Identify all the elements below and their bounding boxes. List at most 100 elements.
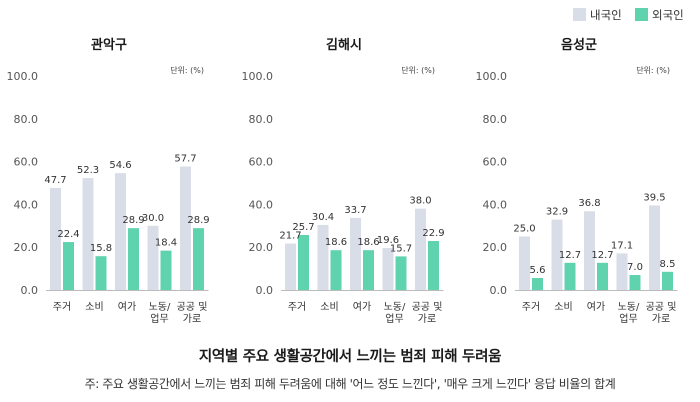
chart-0-value-label-foreign: 15.8 [90,243,112,254]
chart-1-xtick-label: 공공 및 가로 [412,301,443,325]
chart-2-value-label-foreign: 5.6 [530,265,546,276]
chart-2-value-label-foreign: 8.5 [660,259,676,270]
chart-1-ytick-label: 100.0 [242,70,274,83]
chart-1-title: 김해시 [326,37,362,53]
chart-2-xtick-label: 소비 [554,301,572,313]
chart-2-ytick-label: 80.0 [483,113,508,126]
chart-1-value-label-foreign: 18.6 [357,237,379,248]
chart-2-ytick-label: 40.0 [483,198,508,211]
chart-2-ytick-label: 20.0 [483,241,508,254]
chart-0-value-label-domestic: 30.0 [142,213,164,224]
figure-title: 지역별 주요 생활공간에서 느끼는 범죄 피해 두려움 [198,349,502,365]
chart-1-bar-domestic [285,243,296,290]
chart-2-xtick-label: 공공 및 가로 [646,301,677,325]
chart-1-bar-foreign [395,256,407,290]
chart-1-value-label-foreign: 18.6 [325,237,347,248]
chart-0-bar-domestic [50,187,61,290]
chart-0-title: 관악구 [91,37,127,53]
chart-1-value-label-domestic: 19.6 [377,235,399,246]
chart-2-xtick-label: 주거 [522,301,540,313]
chart-1-bar-domestic [415,208,426,290]
chart-0-xtick-label: 소비 [85,301,103,313]
chart-2-unit-label: 단위: (%) [636,65,670,75]
chart-1-unit-label: 단위: (%) [401,65,435,75]
chart-2-bar-foreign [532,278,543,290]
chart-0-xtick-label: 노동/업무 [149,301,171,325]
chart-1-bar-domestic [350,217,361,290]
chart-1-ytick-label: 0.0 [256,284,274,297]
chart-2-value-label-foreign: 12.7 [591,250,613,261]
chart-2-xtick-label: 노동/업무 [618,301,640,325]
chart-0-ytick-label: 0.0 [21,284,39,297]
chart-2-bar-foreign [597,262,608,290]
chart-1-value-label-foreign: 22.9 [422,228,444,239]
chart-0-xtick-label: 주거 [53,301,71,313]
chart-1-value-label-domestic: 38.0 [409,196,431,207]
chart-2-value-label-domestic: 17.1 [611,240,633,251]
chart-0-value-label-foreign: 28.9 [187,215,209,226]
chart-2-ytick-label: 100.0 [476,70,508,83]
chart-0-ytick-label: 40.0 [14,198,39,211]
chart-0-bar-foreign [160,250,172,290]
chart-0-bar-domestic [115,173,126,290]
chart-2-bar-domestic [551,219,563,290]
chart-0-xtick-label: 공공 및 가로 [177,301,208,325]
chart-1-value-label-foreign: 15.7 [390,243,412,254]
chart-2-bar-domestic [584,211,595,290]
chart-2-bar-foreign [629,275,641,290]
chart-2-bar-foreign [564,262,576,290]
chart-0-bar-foreign [95,256,107,290]
chart-1-value-label-domestic: 30.4 [312,212,334,223]
chart-0-unit-label: 단위: (%) [170,65,204,75]
chart-2-bar-domestic [519,236,530,290]
chart-2-value-label-domestic: 36.8 [578,198,600,209]
chart-0-ytick-label: 60.0 [14,156,39,169]
chart-1-bar-foreign [330,250,342,290]
chart-0-ytick-label: 20.0 [14,241,39,254]
chart-1-bar-foreign [428,240,439,290]
chart-0-bar-domestic [82,178,94,290]
chart-2-value-label-foreign: 12.7 [559,250,581,261]
legend-swatch-domestic [573,8,586,21]
chart-2-ytick-label: 60.0 [483,156,508,169]
legend-swatch-foreign [635,8,648,21]
chart-0-ytick-label: 80.0 [14,113,39,126]
chart-2-value-label-domestic: 32.9 [546,207,568,218]
chart-2-bar-domestic [649,205,660,290]
chart-1-value-label-foreign: 25.7 [292,222,314,233]
chart-2-value-label-domestic: 25.0 [513,224,535,235]
chart-1-xtick-label: 여가 [353,301,371,313]
chart-2-value-label-foreign: 7.0 [627,262,643,273]
chart-1-ytick-label: 20.0 [249,241,274,254]
chart-0-value-label-foreign: 22.4 [57,229,79,240]
chart-0-bar-foreign [63,242,74,290]
chart-0-value-label-domestic: 54.6 [109,160,131,171]
chart-1-ytick-label: 60.0 [249,156,274,169]
chart-0-value-label-domestic: 57.7 [174,154,196,165]
chart-0-xtick-label: 여가 [118,301,136,313]
chart-1-value-label-domestic: 21.7 [279,231,301,242]
chart-2-bar-foreign [662,271,673,290]
chart-0-value-label-foreign: 28.9 [122,215,144,226]
chart-0-bar-domestic [147,225,159,290]
chart-1-xtick-label: 소비 [320,301,338,313]
chart-2-xtick-label: 여가 [587,301,605,313]
figure-note: 주: 주요 생활공간에서 느끼는 범죄 피해 두려움에 대해 '어느 정도 느낀… [84,377,616,391]
chart-0-bar-domestic [180,166,191,290]
chart-1-bar-domestic [317,224,329,290]
legend-label-foreign: 외국인 [652,8,684,22]
chart-0-value-label-foreign: 18.4 [155,238,177,249]
chart-0-value-label-domestic: 52.3 [77,165,99,176]
chart-0-bar-foreign [193,228,204,290]
chart-1-bar-domestic [382,248,394,290]
chart-2-ytick-label: 0.0 [490,284,508,297]
chart-2-title: 음성군 [561,37,597,53]
chart-2-value-label-domestic: 39.5 [643,192,665,203]
chart-1-xtick-label: 노동/업무 [384,301,406,325]
chart-1-bar-foreign [298,235,309,290]
chart-0-bar-foreign [128,228,139,290]
chart-2-bar-domestic [616,253,628,290]
chart-1-value-label-domestic: 33.7 [344,205,366,216]
legend-label-domestic: 내국인 [590,8,622,22]
